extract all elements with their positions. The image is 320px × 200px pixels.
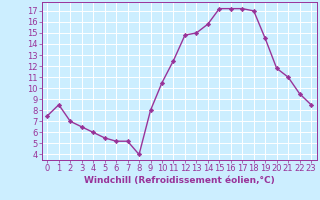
X-axis label: Windchill (Refroidissement éolien,°C): Windchill (Refroidissement éolien,°C): [84, 176, 275, 185]
